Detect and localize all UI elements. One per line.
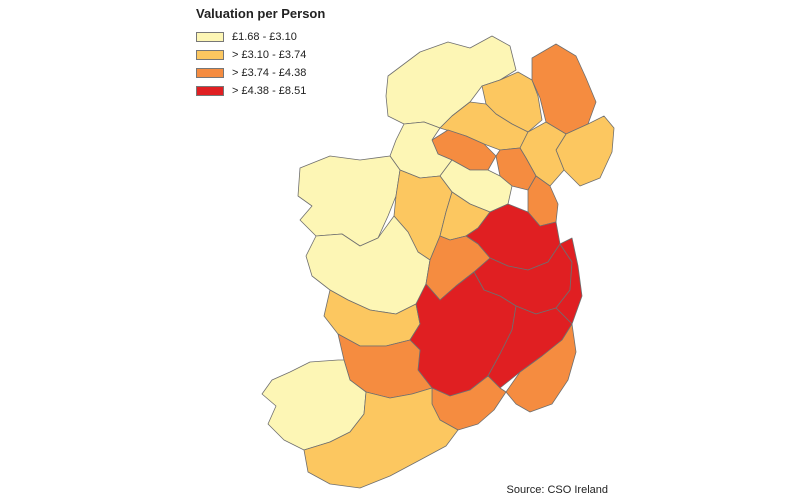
legend-swatch <box>196 50 224 60</box>
region-cork[interactable] <box>303 387 459 489</box>
legend-label: > £3.10 - £3.74 <box>232 49 307 61</box>
legend-item: > £3.74 - £4.38 <box>196 65 325 81</box>
legend-item: > £4.38 - £8.51 <box>196 83 325 99</box>
legend-label: > £3.74 - £4.38 <box>232 67 307 79</box>
legend: Valuation per Person £1.68 - £3.10 > £3.… <box>196 6 325 101</box>
legend-title: Valuation per Person <box>196 6 326 21</box>
legend-item: > £3.10 - £3.74 <box>196 47 325 63</box>
region-wexford[interactable] <box>505 323 577 413</box>
legend-swatch <box>196 68 224 78</box>
legend-item: £1.68 - £3.10 <box>196 29 325 45</box>
legend-label: £1.68 - £3.10 <box>232 31 297 43</box>
legend-swatch <box>196 86 224 96</box>
legend-label: > £4.38 - £8.51 <box>232 85 307 97</box>
legend-swatch <box>196 32 224 42</box>
source-credit: Source: CSO Ireland <box>506 484 609 496</box>
